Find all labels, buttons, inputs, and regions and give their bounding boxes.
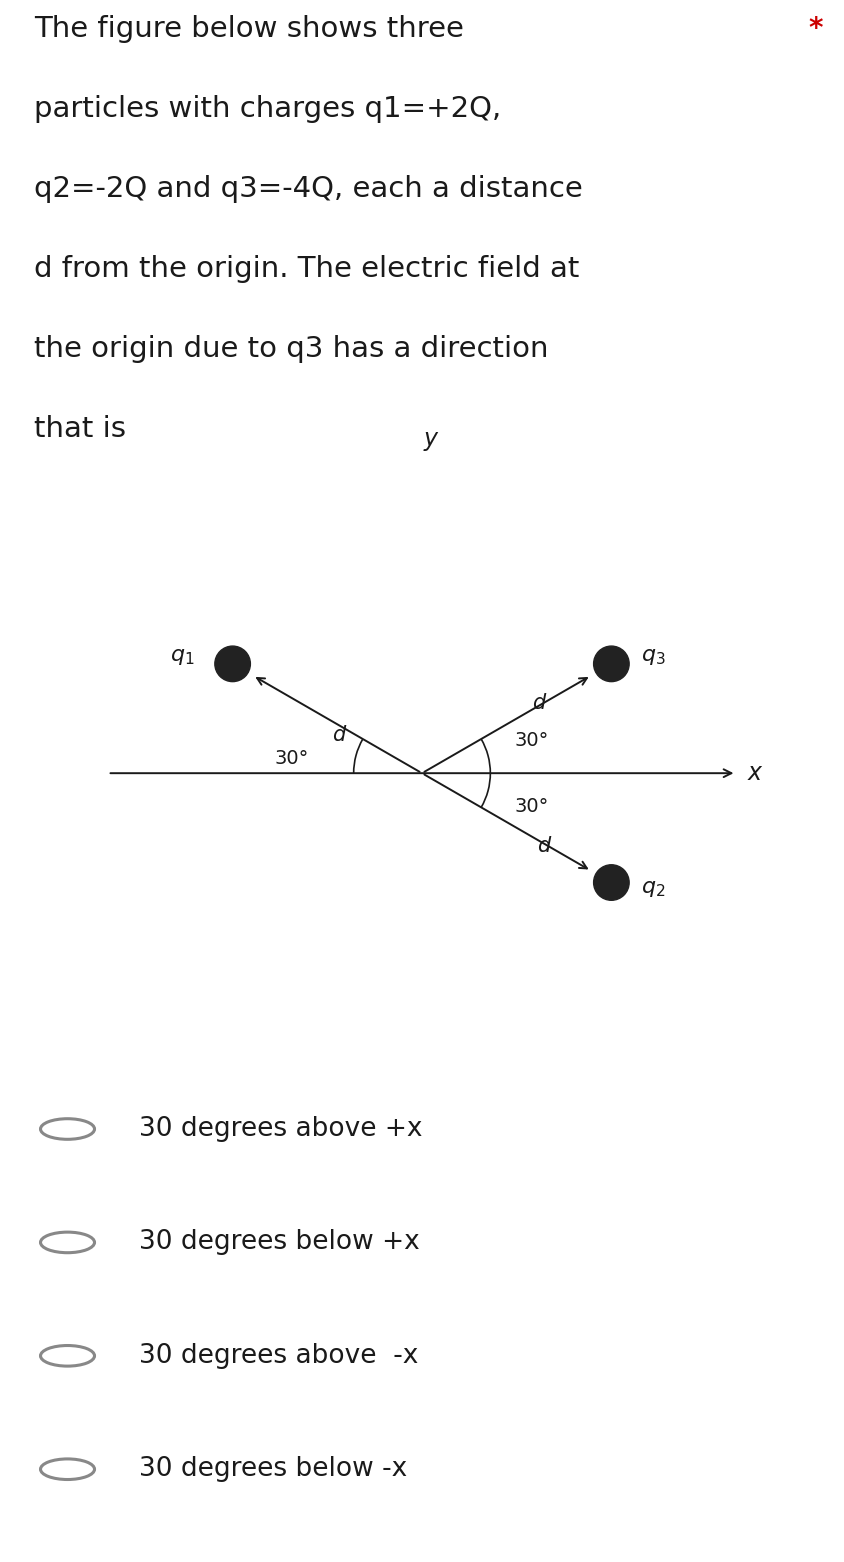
Text: q2=-2Q and q3=-4Q, each a distance: q2=-2Q and q3=-4Q, each a distance — [34, 175, 582, 203]
Text: 30°: 30° — [274, 748, 309, 769]
Text: the origin due to q3 has a direction: the origin due to q3 has a direction — [34, 336, 549, 362]
Circle shape — [215, 647, 251, 681]
Text: $d$: $d$ — [333, 725, 348, 745]
Text: $d$: $d$ — [532, 692, 547, 712]
Text: *: * — [809, 16, 823, 44]
Text: $q_1$: $q_1$ — [170, 647, 194, 667]
Text: The figure below shows three: The figure below shows three — [34, 16, 463, 44]
Text: 30 degrees below +x: 30 degrees below +x — [139, 1229, 420, 1256]
Circle shape — [593, 865, 629, 900]
Text: y: y — [423, 426, 437, 451]
Text: 30°: 30° — [515, 731, 549, 750]
Text: $d$: $d$ — [538, 836, 553, 856]
Text: 30 degrees above  -x: 30 degrees above -x — [139, 1343, 419, 1368]
Circle shape — [593, 647, 629, 681]
Text: 30 degrees below -x: 30 degrees below -x — [139, 1456, 408, 1482]
Text: x: x — [747, 761, 761, 786]
Text: d from the origin. The electric field at: d from the origin. The electric field at — [34, 255, 579, 283]
Text: $q_3$: $q_3$ — [641, 647, 666, 667]
Text: $q_2$: $q_2$ — [641, 879, 666, 900]
Text: that is: that is — [34, 415, 126, 444]
Text: 30 degrees above +x: 30 degrees above +x — [139, 1115, 423, 1142]
Text: 30°: 30° — [515, 797, 549, 815]
Text: particles with charges q1=+2Q,: particles with charges q1=+2Q, — [34, 95, 501, 123]
